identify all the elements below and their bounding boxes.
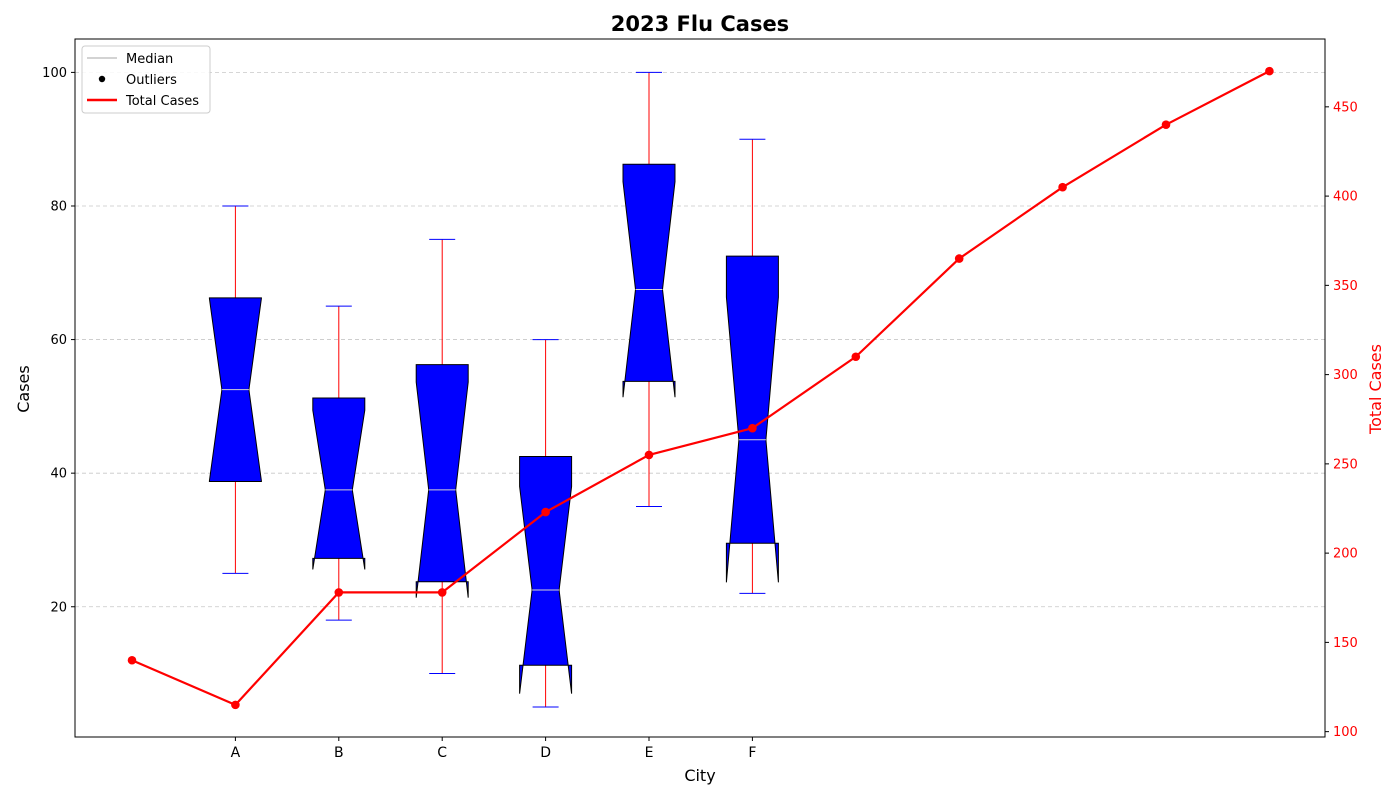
legend-outliers-swatch xyxy=(98,75,106,83)
plot-frame xyxy=(74,38,1326,738)
box-layer xyxy=(208,71,779,708)
legend: Median Outliers Total Cases xyxy=(81,45,211,114)
box-E xyxy=(622,71,676,508)
x-tick-label: C xyxy=(437,745,447,761)
y-axis-label: Cases xyxy=(14,365,33,413)
box-body xyxy=(312,397,366,570)
y2-tick-label: 150 xyxy=(1333,636,1358,651)
grid-layer xyxy=(75,71,1325,608)
y-tick-label: 100 xyxy=(42,66,67,81)
y-tick-label: 80 xyxy=(50,199,67,214)
total-cases-point xyxy=(541,507,550,517)
y2-tick-label: 450 xyxy=(1333,100,1358,115)
y-tick-label: 60 xyxy=(50,333,67,348)
legend-frame xyxy=(81,45,211,114)
y-tick-label: 20 xyxy=(50,600,67,615)
box-B xyxy=(312,305,366,621)
box-body xyxy=(622,163,676,398)
total-cases-point xyxy=(644,450,654,460)
y2-tick-label: 100 xyxy=(1333,725,1358,740)
total-cases-point xyxy=(127,655,137,665)
box-body xyxy=(725,255,779,583)
y-tick-label: 40 xyxy=(50,467,67,482)
legend-total-cases-label: Total Cases xyxy=(125,94,199,109)
box-F xyxy=(725,138,779,594)
y2-tick-label: 400 xyxy=(1333,190,1358,205)
x-axis-label: City xyxy=(684,766,715,785)
total-cases-layer xyxy=(127,66,1274,710)
chart-title: 2023 Flu Cases xyxy=(611,12,789,36)
x-tick-label: F xyxy=(748,745,756,761)
y2-tick-label: 300 xyxy=(1333,368,1358,383)
legend-outliers-label: Outliers xyxy=(126,73,177,88)
total-cases-line xyxy=(131,70,1270,706)
y2-tick-label: 250 xyxy=(1333,457,1358,472)
x-tick-label: B xyxy=(334,745,344,761)
axis-layer: 20 40 60 80 100 100 150 200 250 300 350 400 450 A B C D E… xyxy=(42,66,1358,761)
box-A xyxy=(208,205,262,574)
total-cases-point xyxy=(334,588,344,597)
total-cases-point xyxy=(851,352,861,362)
x-tick-label: E xyxy=(645,745,654,761)
total-cases-point xyxy=(231,700,240,710)
total-cases-point xyxy=(1058,182,1067,192)
x-tick-label: D xyxy=(540,745,551,761)
y2-tick-label: 200 xyxy=(1333,547,1358,562)
total-cases-point xyxy=(954,254,964,263)
legend-median-label: Median xyxy=(126,52,173,67)
total-cases-point xyxy=(1161,120,1171,129)
box-C xyxy=(415,238,469,675)
total-cases-point xyxy=(437,588,447,597)
x-tick-label: A xyxy=(231,745,241,761)
box-body xyxy=(415,364,469,598)
y2-axis-label: Total Cases xyxy=(1366,344,1385,435)
total-cases-point xyxy=(748,423,757,433)
total-cases-point xyxy=(1265,66,1274,76)
box-D xyxy=(519,339,573,708)
y2-tick-label: 350 xyxy=(1333,279,1358,294)
box-body xyxy=(519,455,573,694)
